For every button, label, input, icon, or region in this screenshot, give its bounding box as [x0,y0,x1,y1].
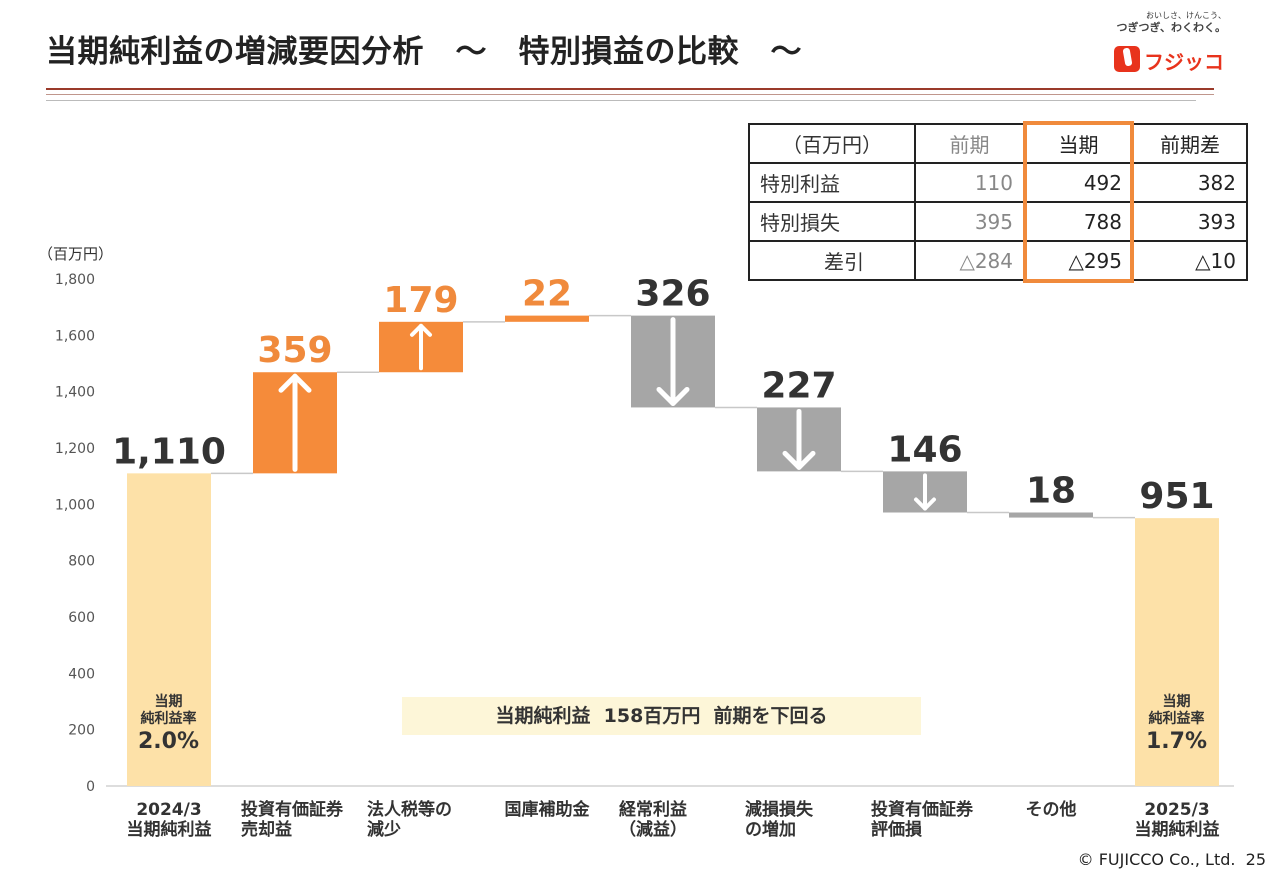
table-header-prev: 前期 [914,123,1025,164]
x-category-label: 減損損失 [745,799,814,820]
x-category-label: 投資有価証券 [871,799,974,820]
cell-prev: △284 [914,240,1025,281]
y-axis-unit-label: （百万円） [38,245,114,263]
bar-value-label: 227 [761,365,836,406]
row-label: 特別損失 [748,201,916,242]
footer: © FUJICCO Co., Ltd. 25 [1078,850,1266,869]
cell-prev: 110 [914,162,1025,203]
x-category-label: の増加 [745,819,796,840]
special-items-table: （百万円） 前期 当期 前期差 特別利益 110 492 382 特別損失 39… [748,123,1248,281]
table-row: 特別利益 110 492 382 [748,162,1248,203]
cell-curr: 492 [1023,162,1134,203]
net-margin-2024-value: 2.0% [137,729,199,754]
x-category-label: 当期純利益 [127,819,212,840]
x-category-label: 経常利益 [619,799,687,820]
title-rule-tertiary [46,100,1196,101]
x-category-label: 売却益 [241,819,292,840]
bar-total [1135,518,1219,786]
net-margin-2024-label-2: 純利益率 [140,711,197,727]
arrow-up-icon [410,323,432,337]
x-category-label: 法人税等の [367,799,452,820]
x-category-label: 評価損 [871,819,923,840]
logo-tagline: おいしさ、けんこう、 [1146,11,1226,20]
y-tick-label: 1,200 [55,441,95,457]
table-header-diff: 前期差 [1132,123,1248,164]
bar-increase [505,315,589,322]
y-tick-label: 0 [86,779,95,795]
y-tick-label: 400 [68,666,95,682]
y-tick-label: 1,800 [55,272,95,288]
arrow-down-icon [914,497,936,511]
row-label: 特別利益 [748,162,916,203]
table-header-curr: 当期 [1023,123,1134,164]
net-margin-2024-label-1: 当期 [154,694,183,710]
cell-prev: 395 [914,201,1025,242]
title-rule-secondary [46,94,1214,95]
bar-decrease [1009,512,1093,518]
table-header-row: （百万円） 前期 当期 前期差 [748,123,1248,164]
x-category-label: 2025/3 [1144,800,1209,820]
cell-diff: △10 [1132,240,1248,281]
x-category-label: 当期純利益 [1135,819,1220,840]
row-label: 差引 [748,240,916,281]
bar-value-label: 22 [522,274,572,315]
net-margin-2025-value: 1.7% [1145,729,1207,754]
y-tick-label: 200 [68,723,95,739]
x-category-label: 国庫補助金 [505,799,591,820]
y-tick-label: 600 [68,610,95,626]
x-category-label: 2024/3 [136,800,201,820]
table-header-unit: （百万円） [748,123,916,164]
bar-value-label: 146 [887,429,962,470]
table-row: 差引 △284 △295 △10 [748,240,1248,281]
bar-value-label: 18 [1026,471,1076,512]
company-logo: おいしさ、けんこう、 つぎつぎ、わくわく。 フジッコ [1110,8,1230,74]
cell-curr: 788 [1023,201,1134,242]
net-margin-2025: 当期 純利益率 1.7% [1135,694,1218,756]
cell-diff: 382 [1132,162,1248,203]
logo-name: フジッコ [1144,50,1224,74]
arrow-down-icon [782,450,816,470]
y-tick-label: 1,600 [55,328,95,344]
arrow-down-icon [656,386,690,406]
x-category-label: 減少 [367,819,401,840]
bar-value-label: 359 [257,330,332,371]
net-margin-2025-label-2: 純利益率 [1148,711,1205,727]
bar-value-label: 951 [1139,476,1214,517]
cell-curr: △295 [1023,240,1134,281]
arrow-up-icon [278,373,312,393]
net-margin-2024: 当期 純利益率 2.0% [127,694,210,756]
y-tick-label: 1,000 [55,497,95,513]
bar-total [127,473,211,786]
table-row: 特別損失 395 788 393 [748,201,1248,242]
page-title: 当期純利益の増減要因分析 ～ 特別損益の比較 ～ [46,34,802,70]
bar-value-label: 1,110 [112,431,226,472]
x-category-label: その他 [1026,799,1077,820]
cell-diff: 393 [1132,201,1248,242]
title-rule-primary [46,88,1214,90]
y-tick-label: 1,400 [55,385,95,401]
x-category-label: （減益） [619,819,687,840]
x-category-label: 投資有価証券 [241,799,344,820]
bar-value-label: 326 [635,274,710,315]
page-number: 25 [1245,850,1266,869]
y-tick-label: 800 [68,554,95,570]
summary-annotation: 当期純利益 158百万円 前期を下回る [402,697,921,735]
logo-tagline-2: つぎつぎ、わくわく。 [1116,21,1226,34]
copyright: © FUJICCO Co., Ltd. [1077,850,1236,869]
net-margin-2025-label-1: 当期 [1162,694,1191,710]
logo-mark-icon [1114,46,1140,72]
bar-value-label: 179 [383,280,458,321]
